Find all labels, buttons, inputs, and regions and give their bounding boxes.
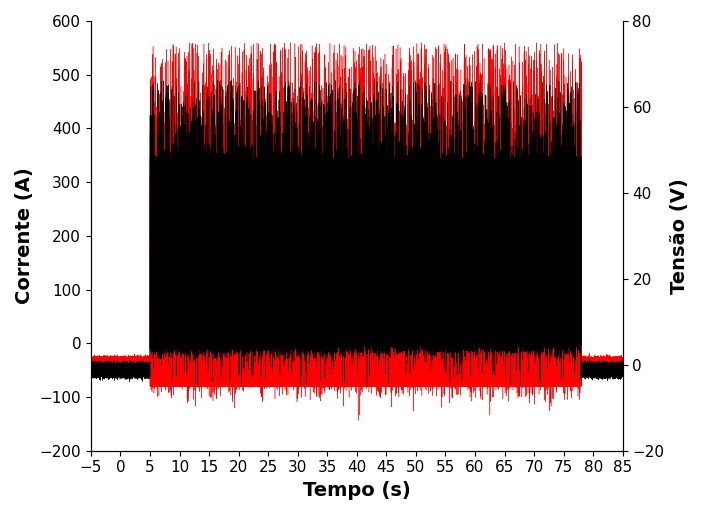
X-axis label: Tempo (s): Tempo (s) <box>303 481 410 500</box>
Y-axis label: Corrente (A): Corrente (A) <box>15 167 34 304</box>
Y-axis label: Tensão (V): Tensão (V) <box>670 178 689 294</box>
